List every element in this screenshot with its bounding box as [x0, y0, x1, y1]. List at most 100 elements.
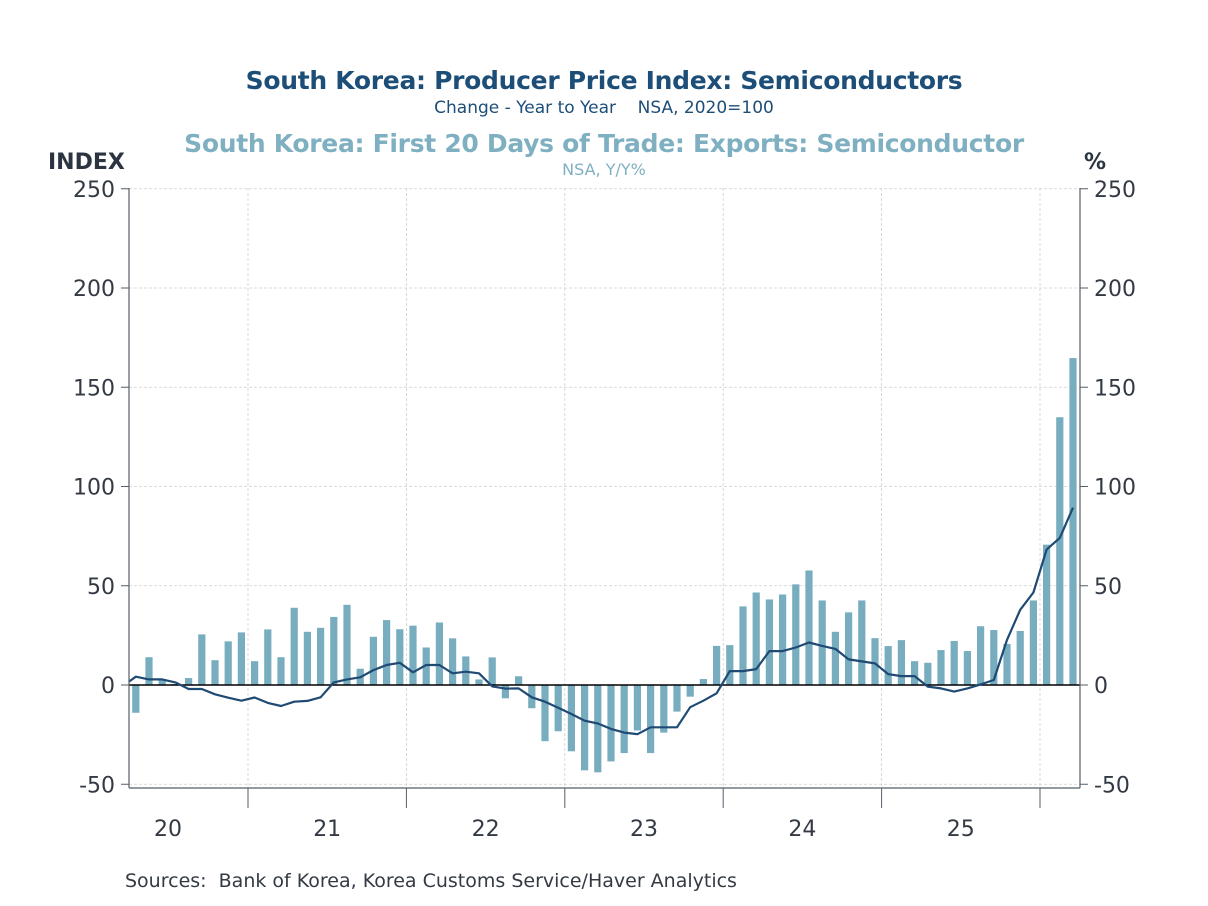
gridlines — [129, 188, 1080, 788]
x-tick-label: 22 — [472, 817, 500, 842]
bar — [541, 685, 549, 742]
y-axis-ticks: -50 -50 0 0 50 50 100 100 150 150 200 200 250 250 — [73, 178, 1136, 799]
bar — [726, 645, 734, 685]
bar — [633, 685, 641, 731]
bar — [145, 657, 153, 685]
bar — [713, 645, 721, 685]
y-tick-label-right: -50 — [1094, 773, 1130, 798]
bar — [963, 651, 971, 685]
y-tick-label-left: -50 — [79, 773, 115, 798]
bar — [237, 632, 245, 685]
bar — [871, 638, 879, 685]
bar — [779, 594, 787, 685]
bar — [581, 685, 589, 771]
y-tick-label-right: 0 — [1094, 674, 1108, 699]
bar — [686, 685, 694, 697]
bar — [990, 630, 998, 685]
y-tick-label-left: 250 — [73, 178, 115, 203]
bar — [343, 604, 351, 685]
bar — [739, 606, 747, 685]
bar — [897, 640, 905, 685]
x-tick-label: 20 — [154, 817, 182, 842]
bar — [858, 600, 866, 685]
x-axis-ticks: 20 21 22 23 24 25 — [154, 788, 1041, 842]
y-tick-label-right: 200 — [1094, 277, 1136, 302]
y-tick-label-left: 200 — [73, 277, 115, 302]
secondary-series-subtitle: NSA, Y/Y% — [562, 160, 646, 179]
y-tick-label-right: 50 — [1094, 575, 1122, 600]
plot-frame — [128, 188, 1081, 789]
bar — [224, 641, 232, 685]
bar — [620, 685, 628, 754]
bar — [198, 634, 206, 685]
bar — [845, 612, 853, 685]
bar-series — [132, 358, 1077, 773]
x-tick-label: 25 — [947, 817, 975, 842]
bar — [1056, 417, 1064, 685]
bar — [449, 638, 457, 685]
bar — [924, 662, 932, 685]
bar — [1016, 631, 1024, 685]
y-tick-label-left: 150 — [73, 376, 115, 401]
bar — [818, 600, 826, 685]
bar — [475, 679, 483, 685]
bar — [1003, 643, 1011, 685]
bar — [765, 599, 773, 685]
bar — [673, 685, 681, 712]
bar — [950, 640, 958, 685]
bar — [132, 685, 140, 713]
bar — [977, 626, 985, 685]
bar — [435, 622, 443, 685]
left-axis-unit-label: INDEX — [48, 150, 125, 175]
bar — [594, 685, 602, 773]
bar — [488, 657, 496, 685]
bar — [277, 657, 285, 685]
bar — [831, 631, 839, 685]
bar — [303, 631, 311, 685]
bar — [699, 679, 707, 685]
bar — [158, 679, 166, 685]
bar — [805, 570, 813, 685]
bar — [937, 650, 945, 685]
y-tick-label-right: 250 — [1094, 178, 1136, 203]
x-tick-label: 23 — [630, 817, 658, 842]
bar — [884, 646, 892, 685]
bar — [330, 616, 338, 685]
bar — [792, 584, 800, 685]
bar — [607, 685, 615, 762]
bar — [1069, 358, 1077, 685]
bar — [1043, 544, 1051, 685]
bar — [567, 685, 575, 752]
x-tick-label: 21 — [313, 817, 341, 842]
bar — [911, 661, 919, 685]
y-tick-label-right: 100 — [1094, 476, 1136, 501]
bar — [185, 678, 193, 685]
chart-subtitle: Change - Year to Year NSA, 2020=100 — [434, 98, 774, 118]
bar — [647, 685, 655, 754]
chart-title: South Korea: Producer Price Index: Semic… — [245, 66, 963, 95]
bar — [501, 685, 509, 699]
secondary-series-title: South Korea: First 20 Days of Trade: Exp… — [184, 129, 1024, 158]
y-tick-label-left: 100 — [73, 476, 115, 501]
line-series — [128, 507, 1075, 736]
right-axis-unit-label: % — [1084, 150, 1107, 175]
bar — [409, 625, 417, 685]
bar — [211, 660, 219, 685]
bar — [369, 636, 377, 685]
bar — [660, 685, 668, 733]
bar — [1029, 600, 1037, 685]
x-tick-label: 24 — [788, 817, 816, 842]
sources-note: Sources: Bank of Korea, Korea Customs Se… — [125, 870, 737, 892]
bar — [396, 629, 404, 685]
y-tick-label-left: 0 — [101, 674, 115, 699]
bar — [317, 627, 325, 685]
y-tick-label-right: 150 — [1094, 376, 1136, 401]
y-tick-label-left: 50 — [87, 575, 115, 600]
bar — [752, 592, 760, 685]
bar — [515, 676, 523, 685]
bar — [383, 620, 391, 685]
bar — [264, 629, 272, 685]
bar — [251, 661, 259, 685]
bar — [290, 607, 298, 685]
